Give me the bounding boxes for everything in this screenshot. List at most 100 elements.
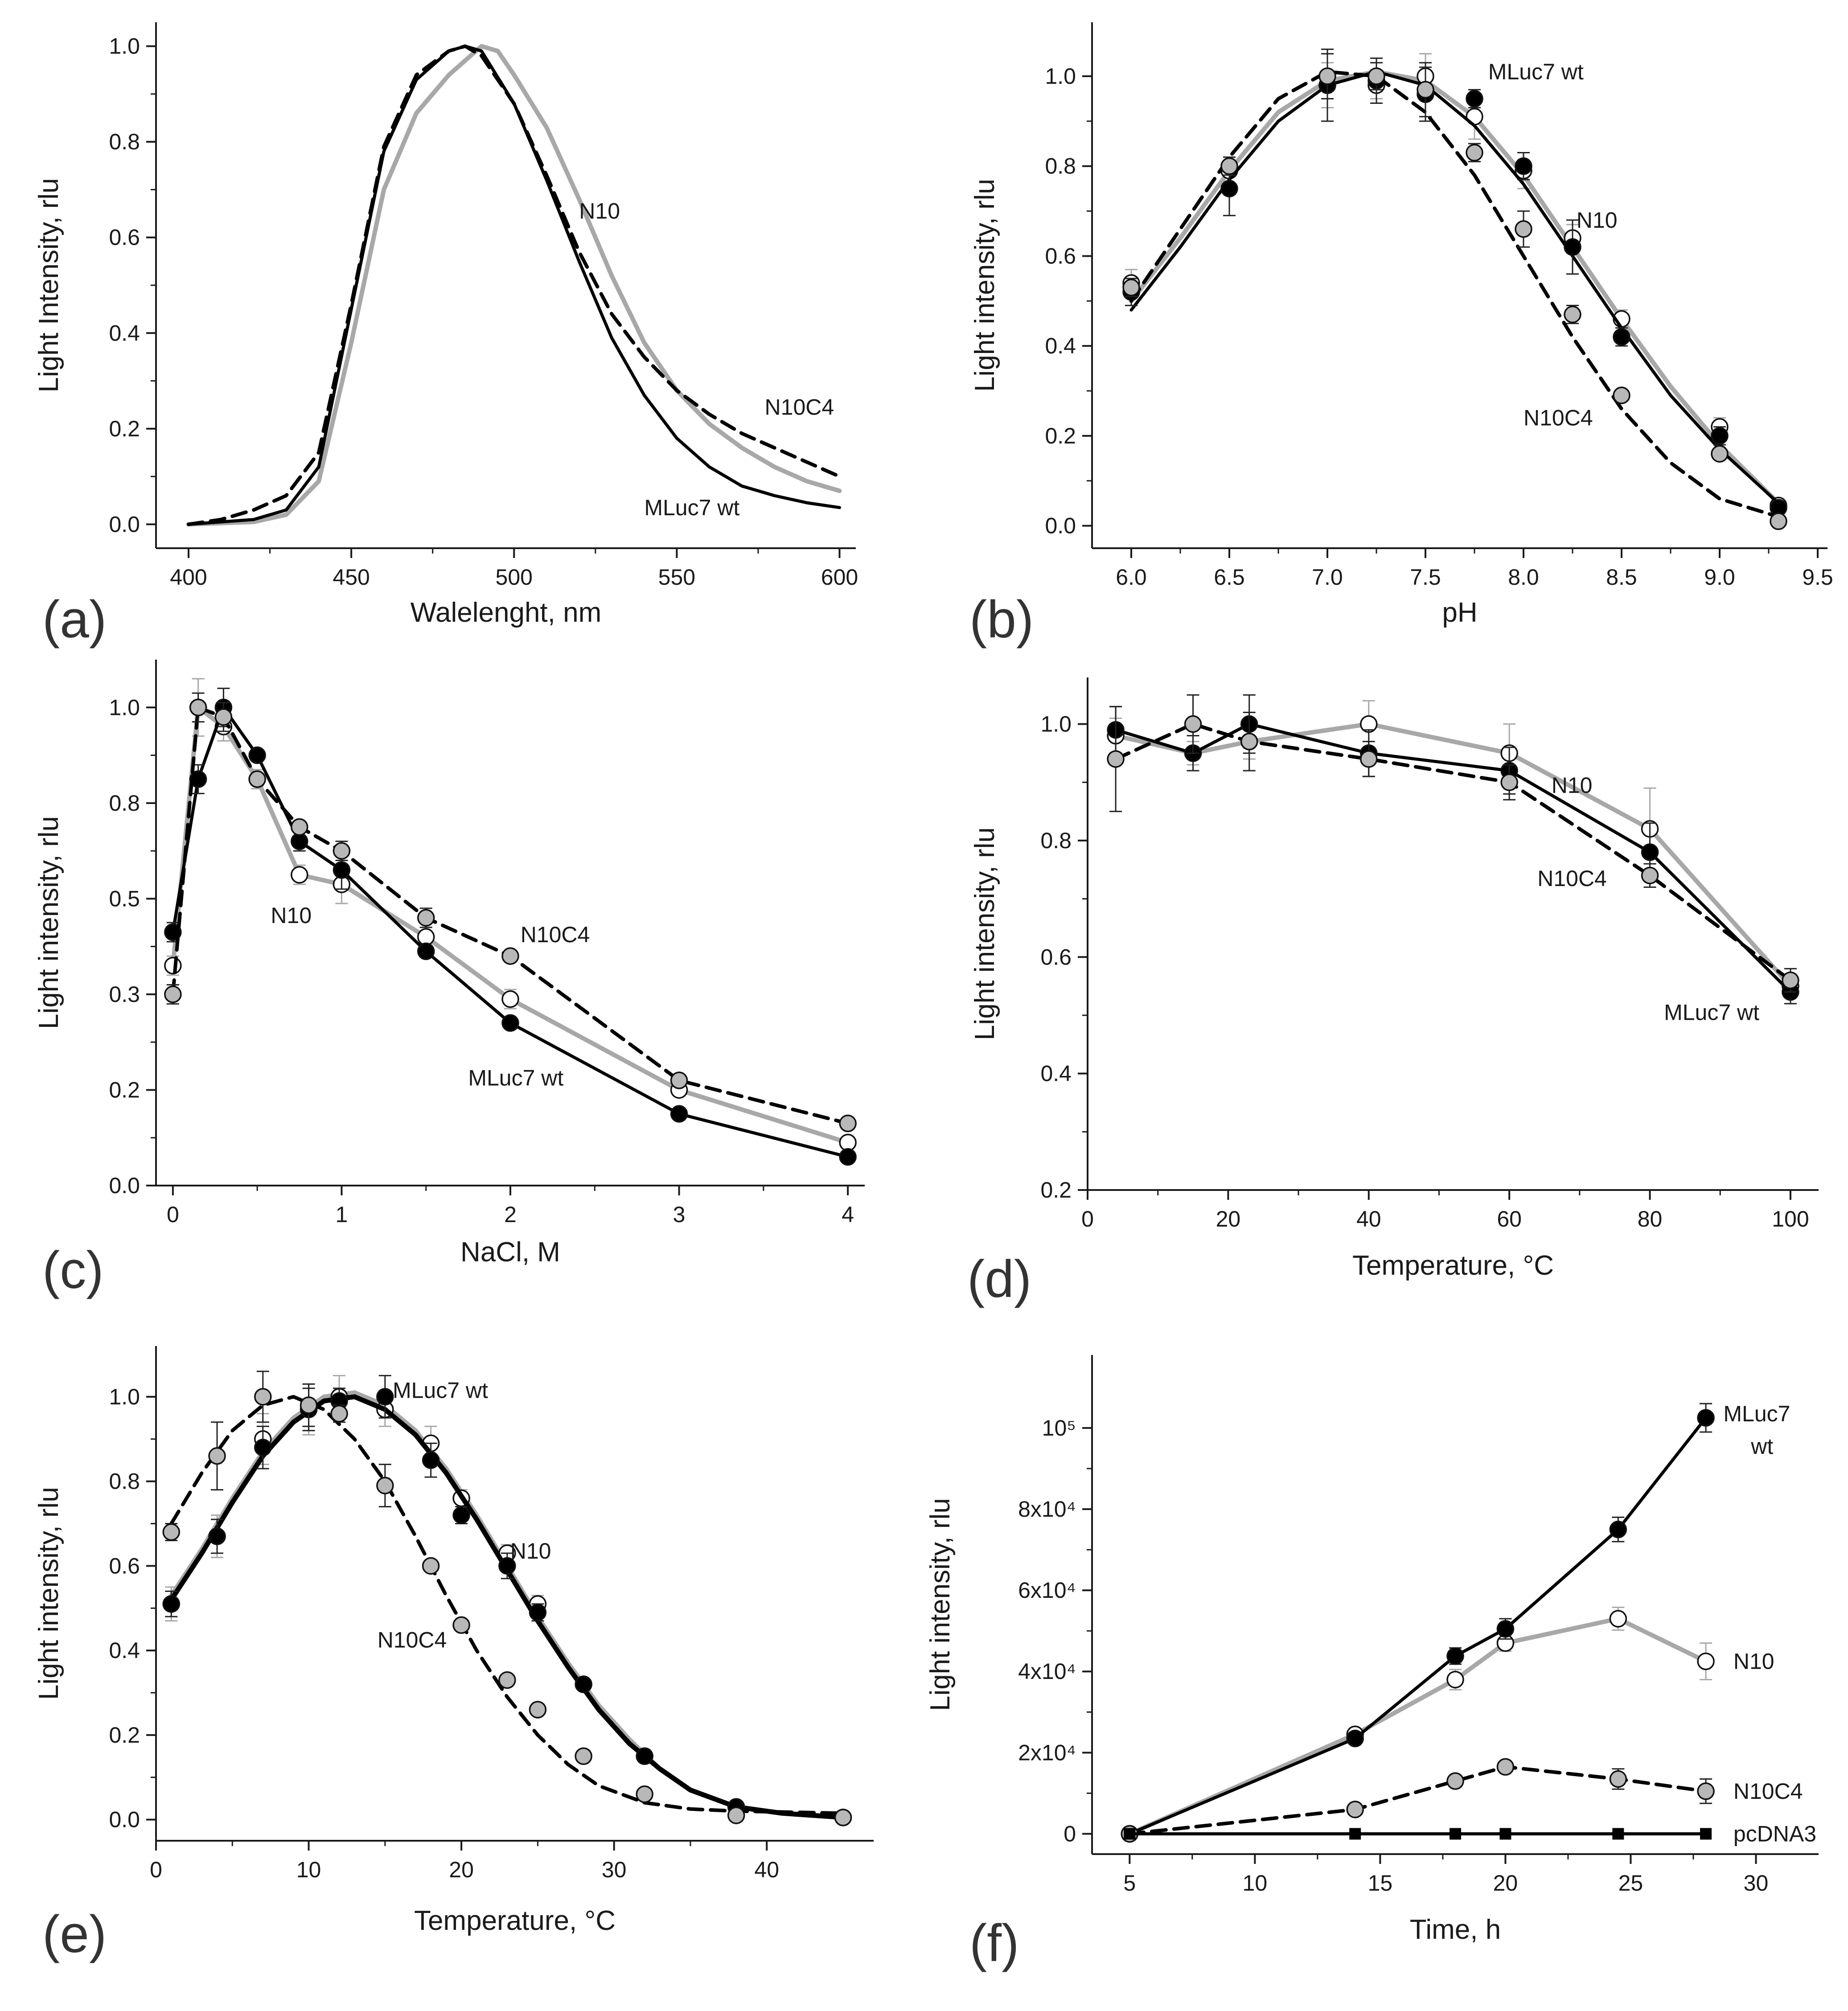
data-point <box>1770 512 1787 530</box>
y-tick-label: 0.3 <box>109 982 140 1007</box>
data-point <box>1613 328 1630 346</box>
data-point <box>376 1477 394 1494</box>
y-tick-label: 0.2 <box>109 1077 140 1102</box>
data-point <box>1711 427 1729 445</box>
panel-letter: (e) <box>42 1905 107 1964</box>
x-tick-label: 400 <box>170 565 207 590</box>
y-axis-label: Light intensity, rlu <box>969 827 1000 1040</box>
y-tick-label: 0.2 <box>1040 1178 1072 1202</box>
series-annotation: wt <box>1750 1434 1773 1459</box>
x-tick-label: 1 <box>336 1202 348 1227</box>
x-tick-label: 5 <box>1123 1871 1136 1896</box>
y-tick-label: 0.8 <box>109 129 140 154</box>
data-point <box>498 1557 516 1575</box>
series-line <box>1127 1616 1708 1836</box>
data-point <box>422 1451 440 1469</box>
data-point <box>1700 1828 1712 1840</box>
x-tick-label: 30 <box>1744 1871 1769 1896</box>
data-point <box>636 1747 653 1765</box>
data-point <box>189 770 207 788</box>
series-annotation: N10 <box>271 903 312 928</box>
data-point <box>1318 67 1336 85</box>
series-line <box>171 706 850 1125</box>
data-point <box>670 1071 688 1089</box>
data-point <box>1220 157 1238 175</box>
y-tick-label: 6x10⁴ <box>1018 1578 1076 1603</box>
data-point <box>162 1523 181 1541</box>
data-point <box>330 1405 348 1423</box>
y-tick-label: 0.8 <box>1045 154 1076 179</box>
series-line <box>1128 1416 1708 1835</box>
x-tick-label: 100 <box>1772 1207 1809 1231</box>
data-point <box>1122 279 1140 296</box>
data-point <box>452 1616 470 1634</box>
data-point <box>1466 144 1483 162</box>
data-point <box>1446 1670 1464 1689</box>
data-point <box>254 1438 272 1457</box>
y-axis-label: Light intensity, rlu <box>33 1487 64 1700</box>
y-tick-label: 0.8 <box>109 1469 140 1494</box>
x-tick-label: 80 <box>1638 1207 1663 1231</box>
series-annotation: N10C4 <box>1524 406 1593 431</box>
data-point <box>1711 445 1729 463</box>
series-line <box>1129 70 1780 505</box>
x-tick-label: 9.0 <box>1704 565 1735 590</box>
y-axis-label: Light intensity, rlu <box>969 179 1000 392</box>
x-tick-label: 20 <box>1493 1871 1518 1896</box>
series-annotation: N10C4 <box>521 922 590 947</box>
series-n10c4 <box>1121 1758 1715 1843</box>
data-point <box>1107 750 1125 768</box>
y-tick-label: 0.6 <box>1045 243 1076 268</box>
series-line <box>1128 1765 1708 1836</box>
series-annotation: MLuc7 wt <box>468 1066 563 1091</box>
y-tick-label: 1.0 <box>1040 712 1072 737</box>
data-point <box>214 708 233 726</box>
data-point <box>333 842 351 860</box>
data-point <box>501 1014 519 1032</box>
series-line <box>1129 70 1780 519</box>
x-tick-label: 8.5 <box>1606 565 1637 590</box>
data-point <box>529 1603 547 1621</box>
x-tick-label: 4 <box>842 1202 854 1227</box>
data-point <box>1450 1828 1461 1840</box>
data-point <box>636 1785 653 1803</box>
data-point <box>1499 1828 1511 1840</box>
data-point <box>1496 1620 1515 1638</box>
series-n10c4 <box>187 44 842 526</box>
series-annotation: MLuc7 <box>1723 1401 1790 1426</box>
x-axis-label: pH <box>1442 597 1477 628</box>
x-tick-label: 3 <box>673 1202 686 1227</box>
data-point <box>529 1701 547 1719</box>
y-tick-label: 0.6 <box>109 1553 140 1578</box>
y-axis-label: Light Intensity, rlu <box>33 178 64 392</box>
data-point <box>1466 90 1483 108</box>
x-tick-label: 0 <box>150 1857 162 1882</box>
series-n10 <box>186 44 842 527</box>
series-n10c4 <box>1107 694 1799 993</box>
data-point <box>1515 157 1532 175</box>
data-point <box>1360 750 1378 768</box>
y-axis-label: Light intensity, rlu <box>33 816 64 1029</box>
data-point <box>189 698 207 717</box>
series-annotation: MLuc7 wt <box>1488 59 1584 84</box>
data-point <box>417 909 435 927</box>
x-tick-label: 15 <box>1368 1871 1393 1896</box>
series-n10c4 <box>162 1371 852 1826</box>
data-point <box>1446 1647 1464 1665</box>
y-tick-label: 0.4 <box>1040 1061 1072 1086</box>
y-tick-label: 1.0 <box>1045 64 1076 89</box>
x-axis-label: Temperature, °C <box>1352 1250 1554 1281</box>
data-point <box>575 1675 592 1693</box>
data-point <box>1641 843 1659 861</box>
y-tick-label: 1.0 <box>109 1384 140 1409</box>
data-point <box>1368 67 1385 85</box>
data-point <box>1697 1782 1715 1800</box>
x-axis-label: NaCl, M <box>460 1237 560 1268</box>
data-point <box>1697 1409 1715 1427</box>
data-point <box>1346 1729 1364 1748</box>
panel-b: 6.0 6.5 7.0 7.5 8.0 8.5 9.0 9.5 0.0 0.2 0.4 0.6 0.8 1… <box>969 22 1833 649</box>
x-tick-label: 60 <box>1497 1207 1522 1231</box>
panel-letter: (a) <box>42 590 107 649</box>
data-point <box>417 942 435 960</box>
series-line <box>170 705 850 1145</box>
